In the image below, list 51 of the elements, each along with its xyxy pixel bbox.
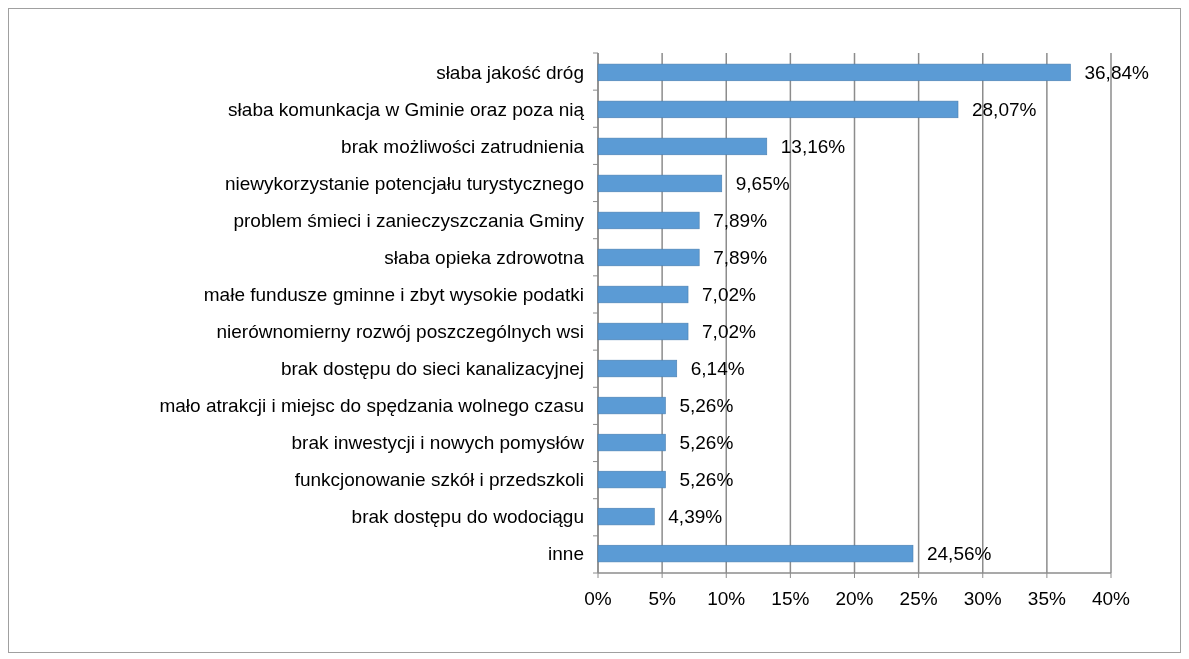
data-label: 28,07%	[972, 99, 1037, 121]
x-tick-label: 5%	[648, 588, 676, 609]
data-label: 9,65%	[735, 173, 790, 195]
x-tick-label: 30%	[963, 588, 1002, 609]
y-tick-label: nierównomierny rozwój poszczególnych wsi	[216, 321, 584, 343]
data-label: 5,26%	[679, 395, 734, 417]
bar	[597, 211, 700, 230]
y-tick-label: słaba jakość dróg	[436, 62, 584, 84]
data-label: 7,02%	[702, 321, 757, 343]
y-tick-label: problem śmieci i zanieczyszczania Gminy	[233, 210, 585, 232]
x-tick-label: 40%	[1091, 588, 1131, 609]
data-label: 6,14%	[690, 358, 745, 380]
data-label: 7,89%	[713, 210, 768, 232]
bar	[597, 507, 655, 526]
bar	[597, 396, 666, 415]
x-tick-label: 20%	[835, 588, 874, 609]
x-tick-label: 25%	[899, 588, 938, 609]
data-label: 5,26%	[679, 432, 734, 454]
bar	[597, 285, 689, 304]
data-label: 7,89%	[713, 247, 768, 269]
bar	[597, 174, 723, 193]
x-tick-label: 10%	[707, 588, 746, 609]
bar	[597, 137, 768, 156]
data-label: 36,84%	[1084, 62, 1150, 84]
data-label: 5,26%	[679, 469, 734, 491]
y-tick-label: niewykorzystanie potencjału turystycznego	[224, 173, 584, 195]
data-label: 13,16%	[780, 136, 846, 158]
y-tick-label: brak możliwości zatrudnienia	[341, 136, 585, 158]
y-tick-label: brak dostępu do sieci kanalizacyjnej	[280, 358, 584, 380]
y-tick-label: funkcjonowanie szkół i przedszkoli	[294, 469, 584, 491]
y-tick-label: brak dostępu do wodociągu	[351, 506, 584, 528]
y-tick-label: małe fundusze gminne i zbyt wysokie podatki	[203, 284, 584, 306]
x-tick-label: 15%	[771, 588, 810, 609]
y-tick-label: inne	[548, 543, 584, 565]
y-tick-label: mało atrakcji i miejsc do spędzania wolnego czasu	[159, 395, 584, 417]
y-tick-label: słaba komunkacja w Gminie oraz poza nią	[228, 99, 585, 121]
bar	[597, 433, 666, 452]
bar	[597, 470, 666, 489]
data-label: 24,56%	[926, 543, 992, 565]
x-tick-label: 35%	[1027, 588, 1066, 609]
bar	[597, 100, 959, 119]
bar	[597, 544, 914, 563]
data-label: 7,02%	[702, 284, 757, 306]
bar	[597, 322, 689, 341]
y-tick-label: słaba opieka zdrowotna	[384, 247, 585, 269]
x-tick-label: 0%	[584, 588, 612, 609]
bar	[597, 63, 1071, 82]
y-tick-label: brak inwestycji i nowych pomysłów	[291, 432, 585, 454]
bar	[597, 359, 678, 378]
bar	[597, 248, 700, 267]
data-label: 4,39%	[668, 506, 723, 528]
